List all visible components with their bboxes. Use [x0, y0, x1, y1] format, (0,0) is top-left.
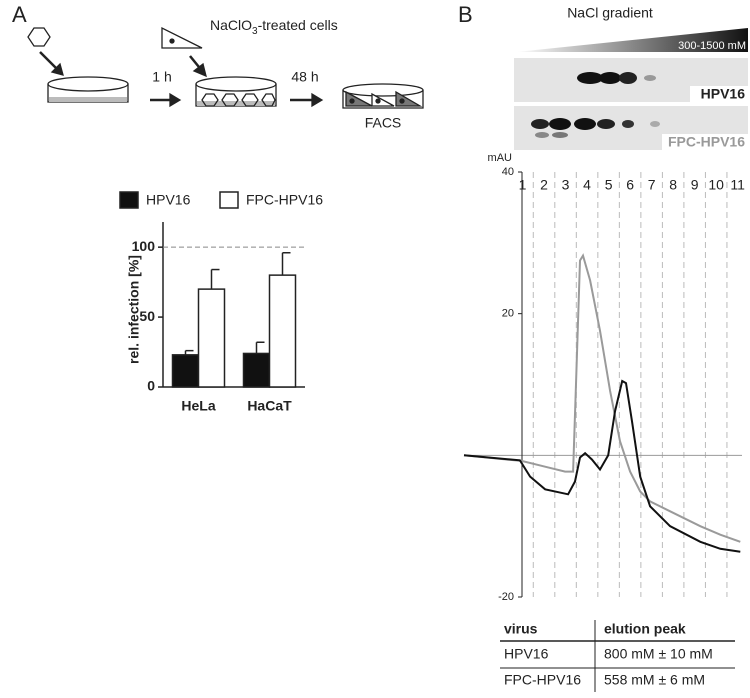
x-tick-label: 1	[519, 177, 527, 193]
y-axis-label: rel. infection [%]	[126, 255, 142, 364]
legend-label: HPV16	[146, 192, 191, 208]
x-tick-label: 6	[626, 177, 634, 193]
bar	[268, 274, 297, 388]
bar	[242, 352, 271, 388]
y-tick-label: 40	[502, 166, 514, 178]
table-cell: 800 mM ± 10 mM	[604, 646, 713, 662]
label: FACS	[365, 115, 402, 131]
bar	[197, 288, 226, 388]
legend-label: FPC-HPV16	[246, 192, 323, 208]
x-tick-label: 3	[562, 177, 570, 193]
line	[463, 253, 741, 543]
x-tick-label: HeLa	[181, 398, 215, 414]
panel-label: A	[12, 2, 27, 27]
bar	[171, 354, 200, 388]
table-cell: FPC-HPV16	[504, 672, 581, 688]
table-header: elution peak	[604, 621, 686, 637]
gradient-title: NaCl gradient	[567, 5, 653, 21]
table-header: virus	[504, 621, 538, 637]
x-tick-label: HaCaT	[247, 398, 292, 414]
y-tick-label: 0	[147, 378, 155, 394]
line	[463, 379, 741, 553]
y-tick-label: 50	[139, 308, 155, 324]
schematic	[27, 26, 424, 109]
label: NaClO3-treated cells	[210, 17, 338, 37]
x-tick-label: 10	[708, 177, 724, 193]
y-tick-label: 20	[502, 308, 514, 320]
y-tick-label: -20	[498, 591, 514, 603]
gradient-range: 300-1500 mM	[678, 40, 746, 52]
x-tick-label: 5	[605, 177, 613, 193]
label: 48 h	[291, 69, 318, 85]
x-tick-label: 4	[583, 177, 591, 193]
x-tick-label: 11	[730, 177, 745, 193]
legend-swatch	[219, 191, 239, 209]
x-tick-label: 2	[540, 177, 548, 193]
x-tick-label: 8	[669, 177, 677, 193]
gel	[514, 58, 748, 152]
gel-label: FPC-HPV16	[668, 134, 745, 150]
gradient	[516, 28, 748, 52]
panel-label: B	[458, 2, 473, 27]
legend-swatch	[119, 191, 139, 209]
x-tick-label: 9	[691, 177, 699, 193]
x-tick-label: 7	[648, 177, 656, 193]
table-cell: 558 mM ± 6 mM	[604, 672, 705, 688]
table-cell: HPV16	[504, 646, 549, 662]
y-tick-label: 100	[132, 238, 156, 254]
gel-label: HPV16	[701, 86, 746, 102]
table	[500, 620, 735, 692]
y-axis-label: mAU	[488, 152, 513, 164]
label: 1 h	[152, 69, 171, 85]
